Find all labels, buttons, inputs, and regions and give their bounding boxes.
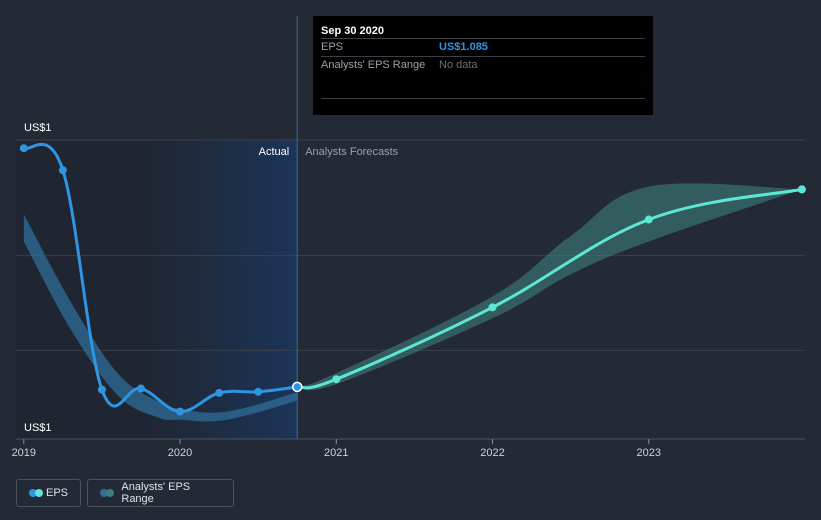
eps-legend-icon [29,489,43,497]
x-tick-label-4: 2023 [637,447,661,459]
x-tick-label-2: 2021 [324,447,348,459]
series-1-point-1 [332,375,341,384]
legend-eps-label: EPS [45,487,68,499]
y-axis-bottom-label: US$1 [24,422,52,434]
series-0-point-0 [19,144,28,153]
series-0-point-2 [97,385,106,394]
series-1-point-2 [488,303,497,312]
series-0-point-5 [215,388,224,397]
legend-range-label: Analysts' EPS Range [121,481,191,505]
tooltip-eps-value: US$1.085 [439,41,488,53]
actual-label: Actual [259,146,290,158]
x-tick-label-3: 2022 [480,447,504,459]
tooltip-range-label: Analysts' EPS Range [321,59,426,71]
series-0-point-3 [136,384,145,393]
forecast-label: Analysts Forecasts [305,146,398,158]
tooltip-eps-label: EPS [321,41,344,53]
series-0-point-6 [254,387,263,396]
x-tick-label-1: 2020 [168,447,192,459]
series-0-point-4 [176,407,185,416]
series-1-point-4 [797,185,806,194]
highlight-point [291,381,303,393]
tooltip-row-eps: EPS US$1.085 [321,38,645,56]
analyst-range-forecast-band [297,183,802,391]
series-0-point-1 [58,166,67,175]
analyst-range-history-band [23,214,298,422]
tooltip-row-range: Analysts' EPS Range No data [321,56,645,99]
chart-tooltip: Sep 30 2020 EPS US$1.085 Analysts' EPS R… [313,16,653,115]
tooltip-range-value: No data [439,59,478,71]
y-axis-top-label: US$1 [24,122,52,134]
tooltip-date: Sep 30 2020 [321,25,384,37]
x-tick-label-0: 2019 [12,447,36,459]
legend-analyst-range[interactable]: Analysts' EPS Range [87,479,234,507]
series-1-point-3 [644,215,653,224]
legend-eps[interactable]: EPS [16,479,81,507]
range-legend-icon [100,489,114,497]
